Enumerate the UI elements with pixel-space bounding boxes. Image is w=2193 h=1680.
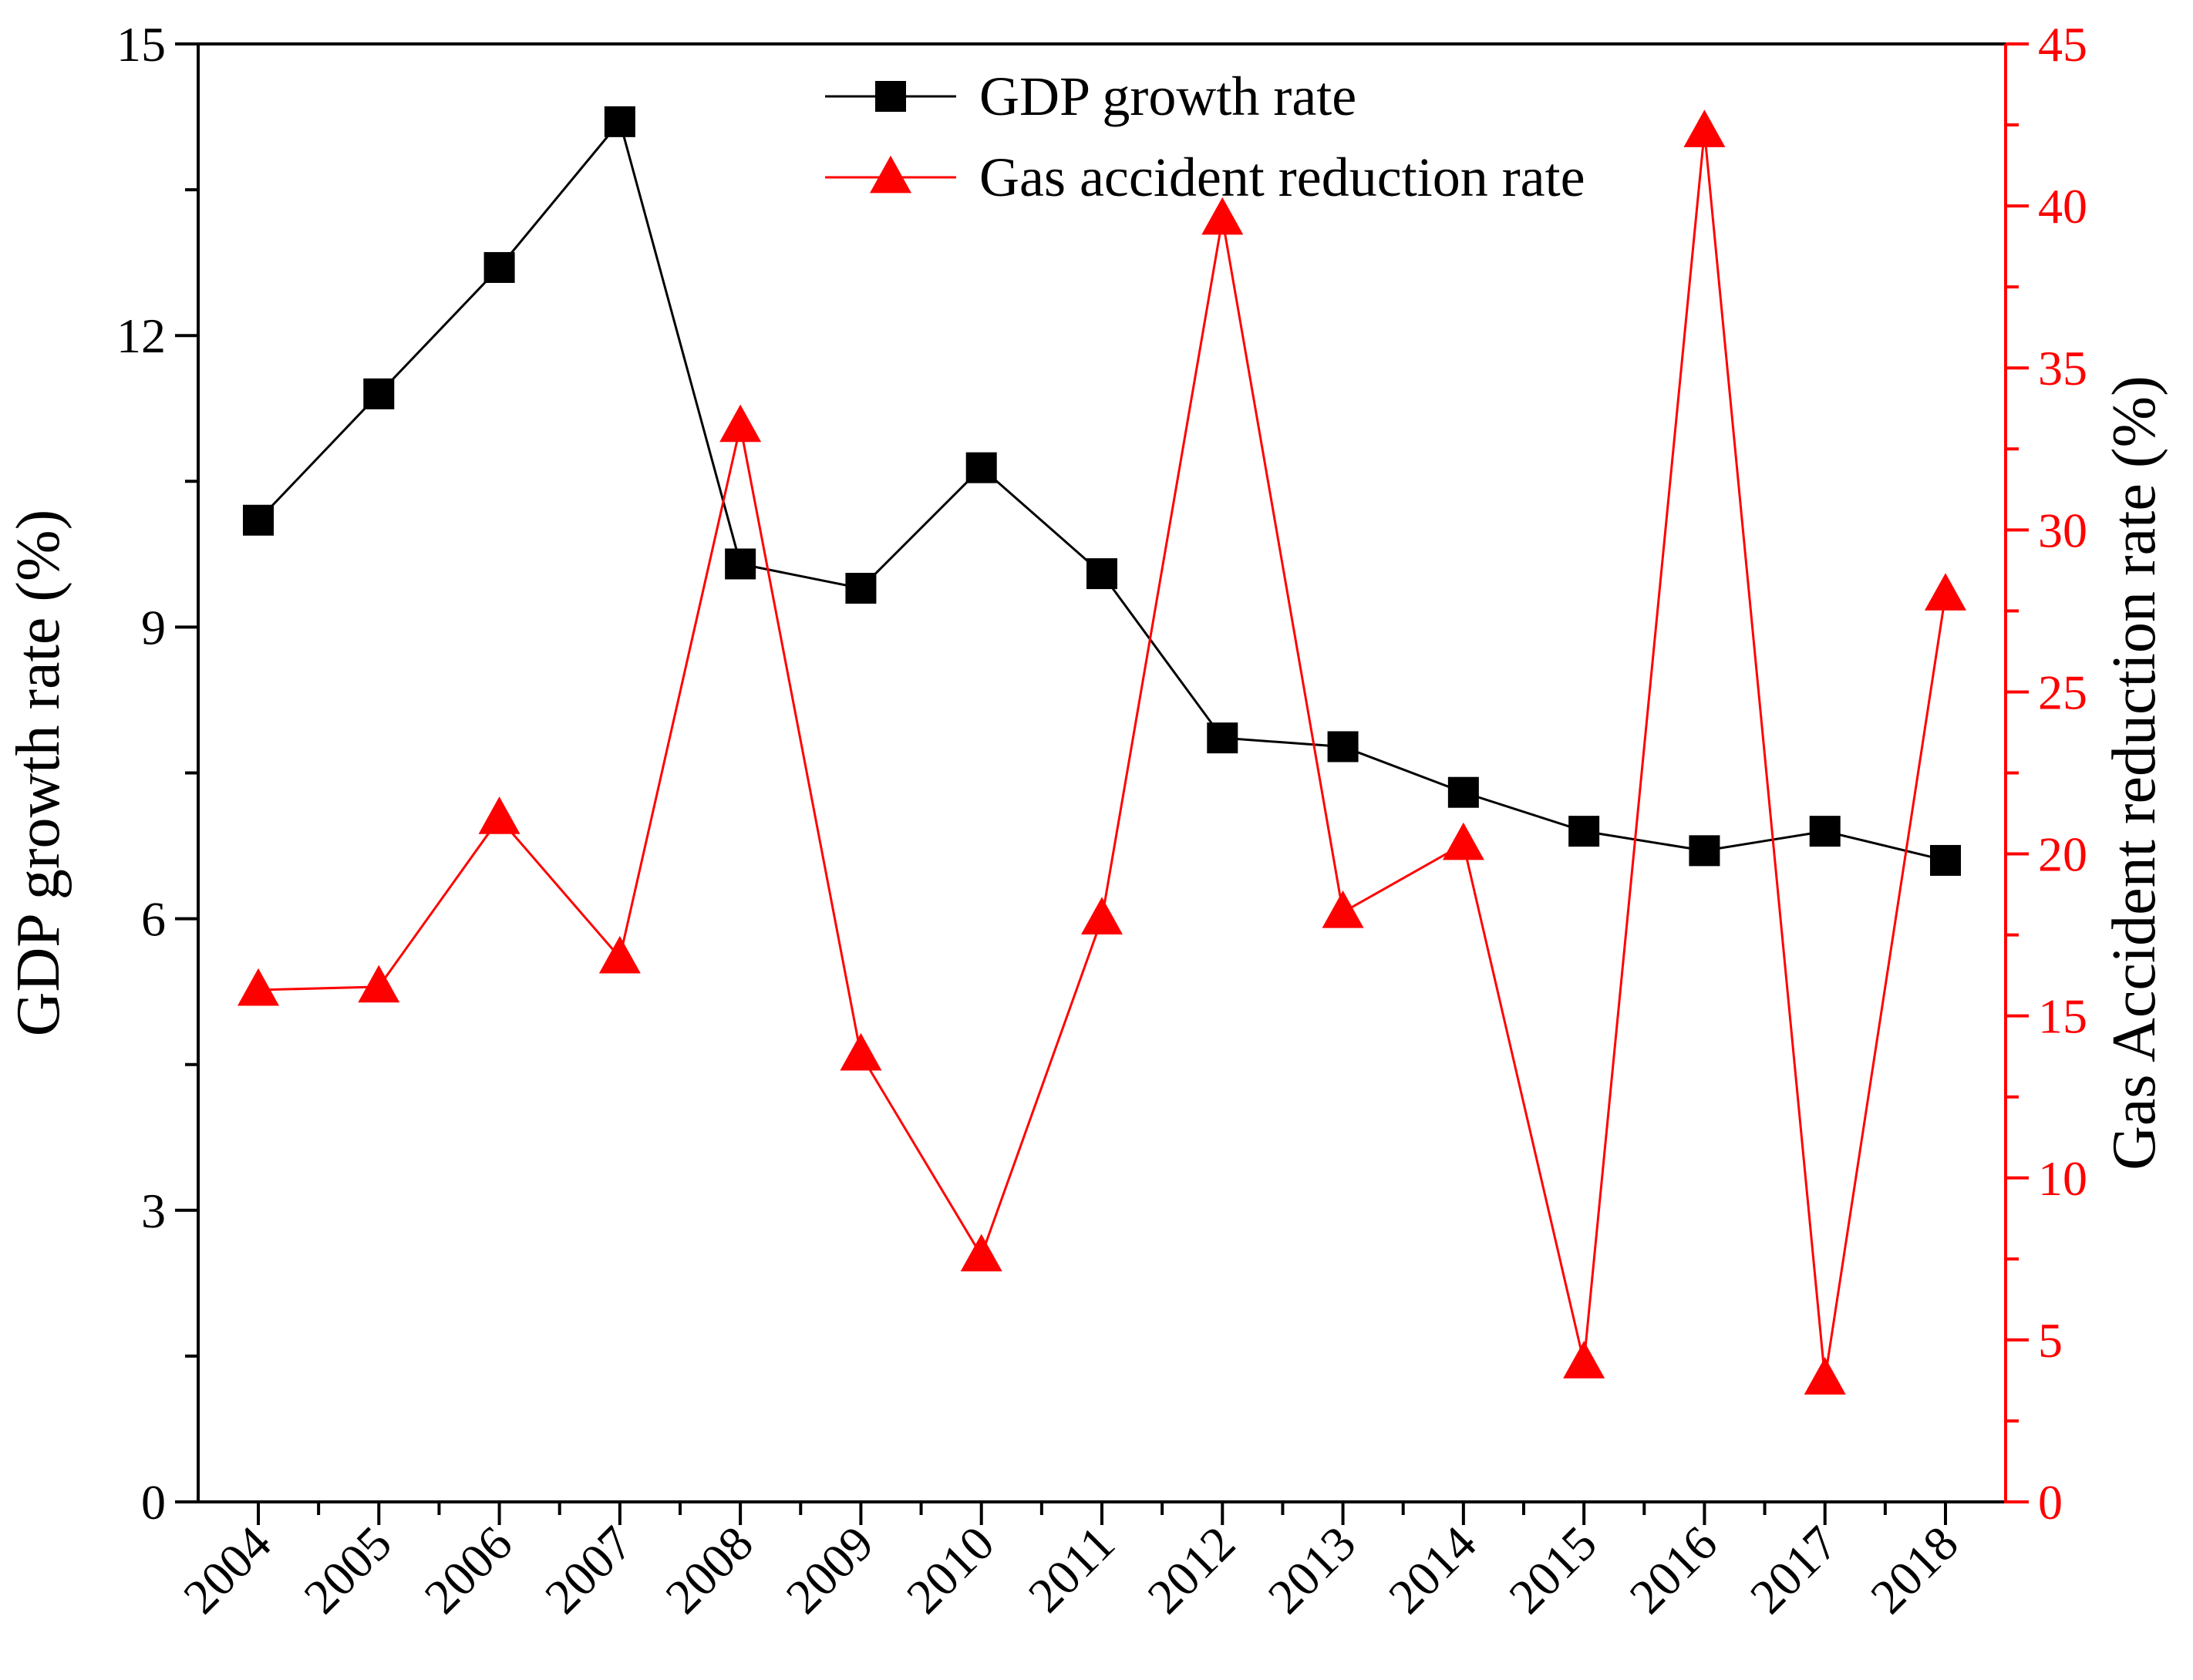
gdp-growth-point	[965, 452, 997, 483]
x-tick-label: 2009	[776, 1516, 884, 1624]
gdp-growth-point	[1568, 816, 1600, 847]
x-tick-label: 2013	[1258, 1516, 1366, 1624]
legend-label: Gas accident reduction rate	[979, 146, 1585, 208]
gas-accident-point	[358, 965, 400, 1003]
x-tick-label: 2004	[173, 1516, 281, 1624]
gas-accident-line	[258, 131, 1947, 1379]
x-tick-label: 2017	[1740, 1516, 1848, 1624]
left-tick-label: 6	[141, 892, 166, 947]
right-tick-label: 0	[2038, 1475, 2063, 1530]
gas-accident-point	[1081, 897, 1123, 935]
x-tick-label: 2018	[1860, 1516, 1969, 1624]
x-tick-label: 2014	[1378, 1516, 1487, 1624]
gdp-growth-point	[1930, 844, 1961, 876]
gdp-growth-point	[1447, 776, 1479, 808]
gdp-growth-point	[483, 251, 515, 283]
gas-accident-point	[478, 796, 520, 834]
gas-accident-point	[598, 935, 641, 974]
gas-accident-point	[1925, 573, 1966, 611]
right-tick-label: 30	[2038, 503, 2087, 557]
gas-accident-point	[1442, 822, 1484, 860]
legend-label: GDP growth rate	[979, 66, 1356, 127]
gas-accident-point	[1322, 891, 1364, 928]
gdp-growth-point	[845, 572, 877, 604]
right-tick-label: 5	[2038, 1313, 2063, 1368]
right-tick-label: 15	[2038, 989, 2087, 1044]
right-tick-label: 40	[2038, 179, 2087, 234]
right-tick-label: 20	[2038, 827, 2087, 882]
gdp-growth-point	[1809, 816, 1841, 847]
gdp-growth-point	[1689, 835, 1720, 867]
right-axis-title: Gas Accident reduction rate (%)	[2100, 375, 2168, 1170]
gdp-growth-point	[725, 548, 756, 580]
left-tick-label: 12	[116, 308, 166, 363]
x-tick-label: 2008	[655, 1516, 763, 1624]
gas-accident-point	[1563, 1341, 1605, 1379]
gas-accident-point	[237, 968, 279, 1006]
legend-triangle-marker	[870, 155, 911, 194]
gdp-growth-line	[257, 119, 1946, 862]
x-tick-label: 2010	[896, 1516, 1005, 1624]
gdp-growth-point	[604, 106, 635, 137]
gas-accident-point	[1804, 1357, 1846, 1395]
gas-accident-point	[719, 404, 762, 443]
right-tick-label: 35	[2038, 341, 2087, 396]
x-tick-label: 2015	[1498, 1516, 1607, 1624]
right-tick-label: 25	[2038, 665, 2087, 719]
gdp-growth-point	[363, 378, 395, 409]
gas-accident-point	[1201, 197, 1244, 235]
left-axis-title: GDP growth rate (%)	[5, 510, 72, 1037]
left-tick-label: 3	[141, 1183, 166, 1238]
x-tick-label: 2012	[1137, 1516, 1245, 1624]
right-tick-label: 45	[2038, 17, 2087, 72]
x-tick-label: 2007	[534, 1516, 643, 1624]
gdp-growth-point	[1207, 722, 1238, 754]
gdp-growth-point	[1327, 731, 1359, 763]
left-tick-label: 9	[141, 600, 166, 655]
right-tick-label: 10	[2038, 1151, 2087, 1206]
x-tick-label: 2006	[414, 1516, 523, 1624]
x-tick-label: 2016	[1619, 1516, 1728, 1624]
left-tick-label: 0	[141, 1475, 166, 1530]
gas-accident-point	[840, 1032, 882, 1071]
gdp-growth-point	[243, 504, 274, 536]
gas-accident-point	[1683, 109, 1726, 147]
gas-accident-point	[960, 1234, 1002, 1272]
x-tick-label: 2011	[1018, 1516, 1125, 1623]
gdp-growth-point	[1086, 558, 1117, 590]
x-tick-label: 2005	[293, 1516, 402, 1624]
left-tick-label: 15	[116, 17, 166, 72]
legend-square-marker	[875, 81, 906, 112]
